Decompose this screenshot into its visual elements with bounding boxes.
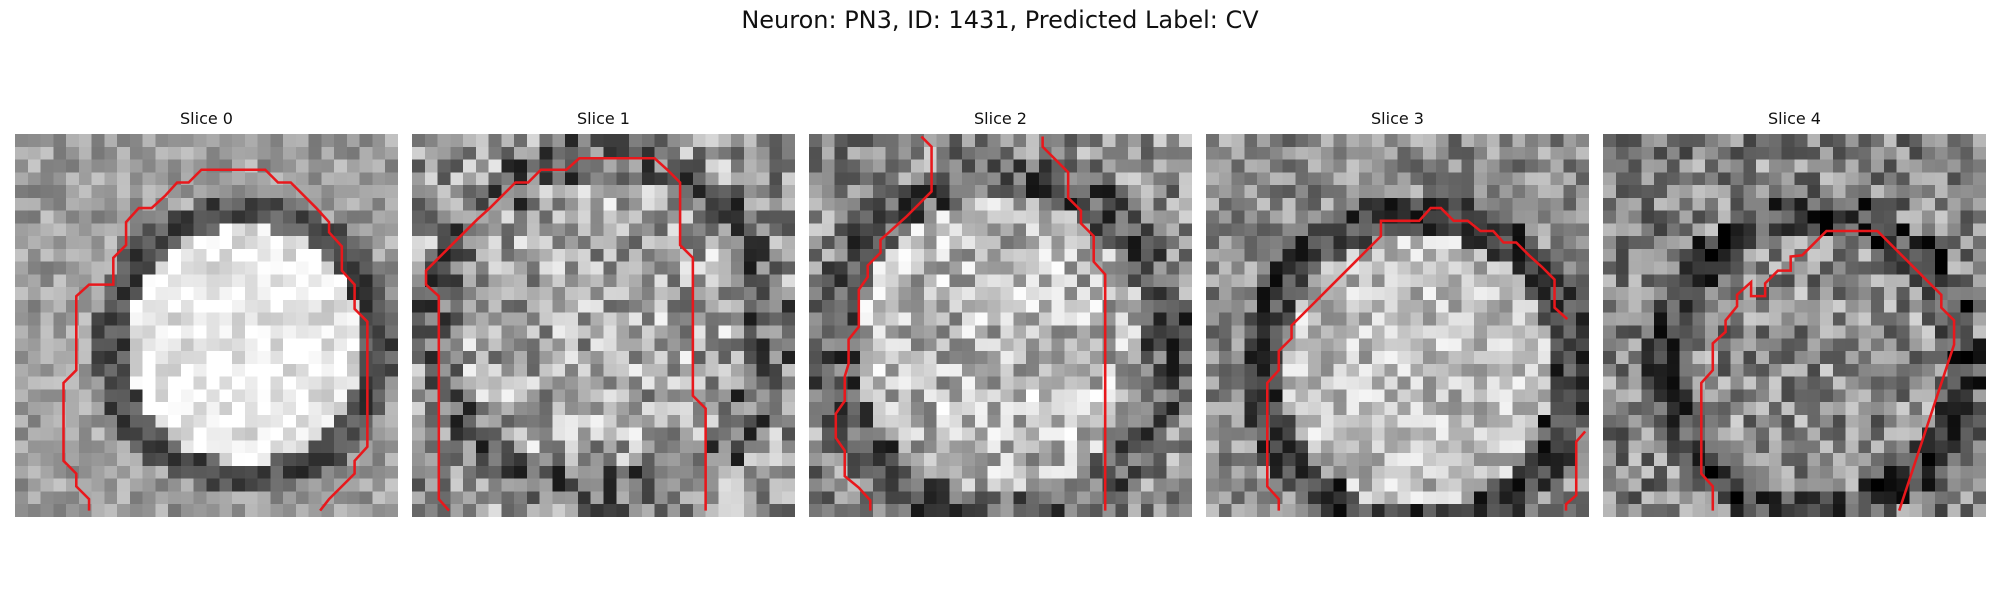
slice-panel-0: Slice 0 <box>15 108 398 517</box>
contour-line-4 <box>1700 229 1956 512</box>
slice-title-2: Slice 2 <box>974 109 1027 128</box>
slice-panel-2: Slice 2 <box>809 108 1192 517</box>
contour-line-2 <box>834 135 933 511</box>
contour-line-1 <box>424 156 707 512</box>
figure-title: Neuron: PN3, ID: 1431, Predicted Label: … <box>741 6 1259 34</box>
slice-panel-4: Slice 4 <box>1603 108 1986 517</box>
slice-panel-3: Slice 3 <box>1206 108 1589 517</box>
slice-title-4: Slice 4 <box>1768 109 1821 128</box>
slice-image-1 <box>412 134 795 517</box>
slice-title-1: Slice 1 <box>577 109 630 128</box>
slice-title-0: Slice 0 <box>180 109 233 128</box>
contour-line-3b <box>1564 430 1587 511</box>
contour-line-2b <box>1041 136 1107 511</box>
slice-panel-1: Slice 1 <box>412 108 795 517</box>
slice-title-3: Slice 3 <box>1371 109 1424 128</box>
slice-image-0 <box>15 134 398 517</box>
contour-line-0 <box>62 168 369 512</box>
slice-image-4 <box>1603 134 1986 517</box>
contour-line-3 <box>1266 206 1569 511</box>
slice-image-2 <box>809 134 1192 517</box>
slice-image-3 <box>1206 134 1589 517</box>
